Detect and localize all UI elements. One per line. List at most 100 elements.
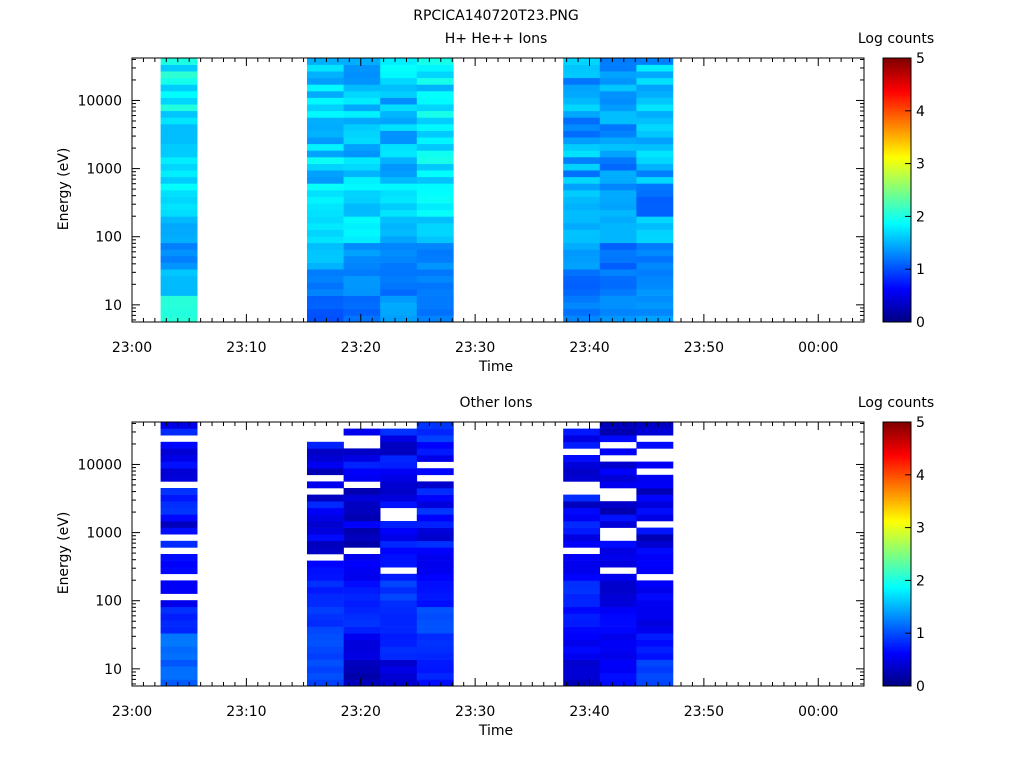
heatmap-cell [306,494,344,502]
heatmap-cell [343,84,381,92]
heatmap-cell [416,242,454,250]
heatmap-cell [160,315,198,323]
colorbar-step [883,681,911,685]
heatmap-cell [599,124,637,131]
heatmap-cell [160,461,198,469]
colorbar-step [883,267,911,270]
heatmap-cell [416,117,454,125]
colorbar-step [883,683,911,687]
heatmap-cell [636,308,674,316]
heatmap-cell [416,646,454,654]
heatmap-cell [599,646,637,654]
heatmap-cell [636,302,674,310]
colorbar-step [883,313,911,316]
colorbar-step [883,430,911,434]
heatmap-cell [416,163,454,171]
heatmap-cell [599,315,637,323]
heatmap-cell [599,620,637,627]
colorbar-step [883,494,911,498]
heatmap-cell [160,659,198,667]
heatmap-cell [563,534,601,542]
heatmap-cell [343,242,381,250]
heatmap-cell [306,540,344,548]
heatmap-cell [636,587,674,594]
heatmap-cell [563,216,601,224]
heatmap-cell [563,137,601,145]
heatmap-cell [380,488,418,495]
colorbar-step [883,628,911,632]
colorbar-step [883,463,911,467]
heatmap-cell [636,646,674,654]
colorbar-step [883,540,911,544]
heatmap-cell [343,488,381,495]
heatmap-cell [160,560,198,568]
colorbar-step [883,84,911,87]
heatmap-cell [380,679,418,687]
heatmap-cell [306,196,344,204]
colorbar-step [883,317,911,321]
colorbar-step [883,220,911,224]
heatmap-cell [380,613,418,621]
colorbar-step [883,69,911,72]
heatmap-cell [160,613,198,621]
heatmap-cell [343,461,381,469]
heatmap-cell [160,474,198,482]
heatmap-cell [599,554,637,561]
heatmap-cell [380,554,418,561]
colorbar-step [883,192,911,195]
colorbar-step [883,95,911,98]
heatmap-cell [599,639,637,647]
heatmap-cell [599,157,637,164]
heatmap-cell [160,679,198,687]
colorbar-step [883,201,911,204]
heatmap-cell [306,117,344,125]
heatmap-cell [160,448,198,456]
heatmap-cell [599,302,637,310]
heatmap-cell [416,203,454,211]
colorbar-step [883,110,911,114]
colorbar-step [883,306,911,310]
heatmap-cell [563,183,601,191]
heatmap-cell [343,150,381,158]
heatmap-cell [343,554,381,561]
heatmap-cell [306,269,344,277]
heatmap-cell [380,209,418,217]
heatmap-cell [599,209,637,217]
colorbar-step [883,571,911,575]
heatmap-cell [343,501,381,509]
heatmap-cell [599,229,637,237]
colorbar-step [883,516,911,520]
heatmap-cell [380,646,418,654]
heatmap-cell [343,646,381,654]
colorbar-step [883,496,911,500]
heatmap-cell [160,554,198,561]
heatmap-cell [599,474,637,482]
colorbar-step [883,547,911,550]
colorbar-step [883,545,911,548]
colorbar-label: Log counts [858,395,934,411]
colorbar-step [883,503,911,506]
heatmap-cell [599,170,637,178]
colorbar-step [883,77,911,81]
x-tick-label: 00:00 [798,340,838,356]
heatmap-cell [416,448,454,456]
heatmap-cell [380,183,418,191]
heatmap-cell [160,209,198,217]
x-tick-label: 23:10 [226,704,266,720]
heatmap-cell [306,646,344,654]
heatmap-cell [343,236,381,244]
colorbar-step [883,437,911,440]
colorbar-step [883,300,911,303]
heatmap-cell [563,494,601,502]
heatmap-cell [380,666,418,674]
colorbar-step [883,132,911,136]
colorbar-step [883,578,911,581]
heatmap-cell [416,620,454,627]
colorbar-step [883,143,911,147]
heatmap-cell [599,117,637,125]
colorbar-step [883,472,911,476]
heatmap-cell [160,580,198,588]
heatmap-cell [416,256,454,263]
heatmap-cell [599,269,637,277]
colorbar-step [883,80,911,83]
